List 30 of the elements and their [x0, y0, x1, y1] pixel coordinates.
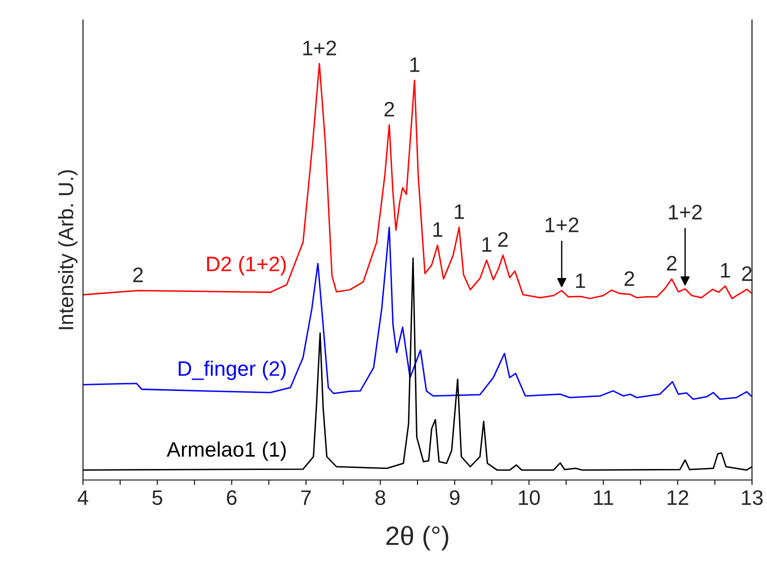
- x-tick-label: 9: [450, 490, 460, 506]
- annotation: 2: [133, 268, 143, 282]
- x-tick-label: 12: [668, 490, 688, 505]
- y-axis-title: Intensity (Arb. U.): [58, 170, 78, 330]
- annotation: 2: [498, 232, 508, 247]
- series-label: D2 (1+2): [207, 256, 286, 276]
- annotation: 1: [433, 222, 442, 237]
- annotation: 1+2: [303, 40, 336, 56]
- x-tick-label: 8: [375, 490, 386, 506]
- x-axis-title: 2θ (°): [386, 526, 448, 550]
- annotation: 2: [742, 266, 752, 281]
- annotation: 1+2: [546, 218, 578, 232]
- x-tick-label: 4: [78, 490, 88, 505]
- annotation: 2: [666, 256, 676, 270]
- annotation: 2: [384, 102, 394, 116]
- annotation: 1+2: [669, 204, 702, 220]
- annotation: 2: [624, 271, 634, 286]
- x-tick-label: 13: [742, 490, 763, 506]
- series-label: Armelao1 (1): [166, 441, 286, 461]
- annotation: 1: [721, 263, 730, 278]
- x-tick-label: 5: [152, 490, 162, 506]
- annotation: 1: [482, 237, 492, 252]
- x-tick-label: 10: [519, 490, 540, 506]
- x-tick-label: 7: [301, 490, 311, 505]
- x-tick-label: 11: [594, 490, 614, 505]
- annotation: 1: [454, 204, 464, 219]
- annotation: 1: [576, 274, 586, 288]
- series-label: D_finger (2): [178, 360, 286, 380]
- x-tick-label: 6: [226, 490, 237, 506]
- annotation: 1: [410, 58, 420, 72]
